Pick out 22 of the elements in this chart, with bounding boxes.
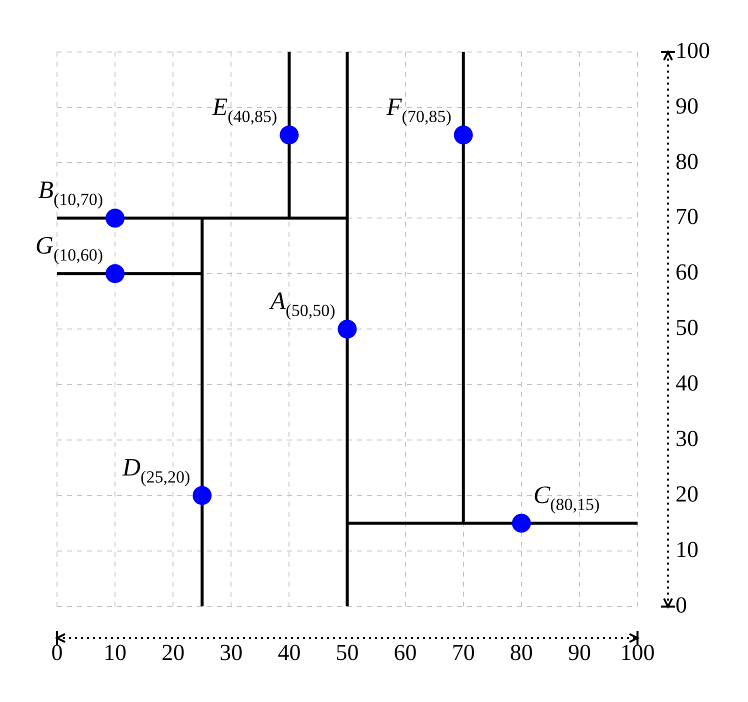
y-tick-label: 80 [676,148,698,174]
x-tick-label: 40 [278,640,301,666]
y-tick-label: 10 [676,536,698,562]
x-tick-label: 50 [336,640,359,666]
y-tick-label: 70 [676,204,698,230]
y-tick-label: 50 [676,315,698,340]
y-tick-label: 100 [676,38,710,63]
x-tick-label: 30 [220,640,243,666]
x-tick-label: 80 [510,640,533,666]
x-tick-label: 20 [162,640,185,666]
x-tick-label: 90 [568,640,591,666]
x-tick-label: 0 [51,640,63,666]
x-tick-label: 10 [104,640,127,666]
x-tick-label: 70 [452,640,475,666]
y-tick-label: 20 [676,482,698,507]
y-tick-label: 60 [676,260,698,285]
y-tick-label: 0 [676,592,687,618]
y-tick-label: 90 [676,93,698,118]
y-tick-label: 40 [676,370,698,396]
x-tick-label: 60 [394,640,417,666]
y-tick-label: 30 [676,426,698,452]
x-tick-label: 100 [620,640,655,666]
